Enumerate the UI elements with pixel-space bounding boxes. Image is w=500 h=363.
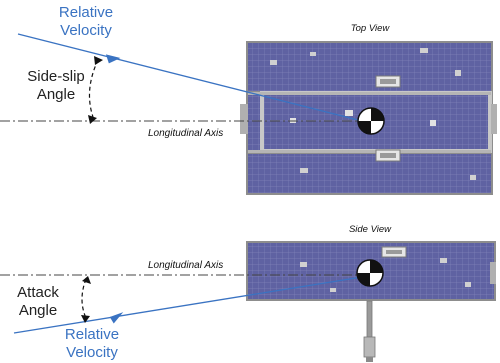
top-velocity-label-line2: Velocity: [60, 22, 112, 39]
top-velocity-arrowhead: [105, 54, 121, 64]
attack-label-line2: Angle: [19, 302, 57, 319]
side-velocity-line: [13, 276, 363, 334]
sideslip-label-line2: Angle: [37, 86, 75, 103]
sideslip-label-line1: Side-slip: [27, 68, 85, 85]
sideslip-arc-arrow-bottom: [88, 115, 97, 124]
top-view: Top View: [0, 4, 497, 195]
top-velocity-line: [17, 33, 363, 122]
top-axis-label: Longitudinal Axis: [148, 128, 223, 139]
top-center-of-mass-icon: [357, 107, 385, 135]
attack-label-line1: Attack: [17, 284, 59, 301]
side-axis-label: Longitudinal Axis: [148, 260, 223, 271]
side-velocity-arrowhead: [109, 312, 124, 324]
attack-arc-arrow-bottom: [81, 315, 90, 323]
sideslip-angle-arc: [88, 59, 99, 118]
sideslip-arc-arrow-top: [94, 56, 103, 65]
side-center-of-mass-icon: [356, 259, 384, 287]
side-velocity-label-line1: Relative: [65, 326, 119, 343]
side-spacecraft-body: [246, 241, 496, 362]
attack-angle-arc: [81, 278, 87, 319]
top-view-title: Top View: [351, 23, 391, 34]
attack-arc-arrow-top: [82, 276, 91, 284]
top-velocity-label-line1: Relative: [59, 4, 113, 21]
side-view: Side View Longitudinal Axis Attack Angle…: [0, 224, 496, 362]
side-view-title: Side View: [349, 224, 392, 235]
top-spacecraft-body: [240, 41, 497, 195]
side-velocity-label-line2: Velocity: [66, 344, 118, 361]
